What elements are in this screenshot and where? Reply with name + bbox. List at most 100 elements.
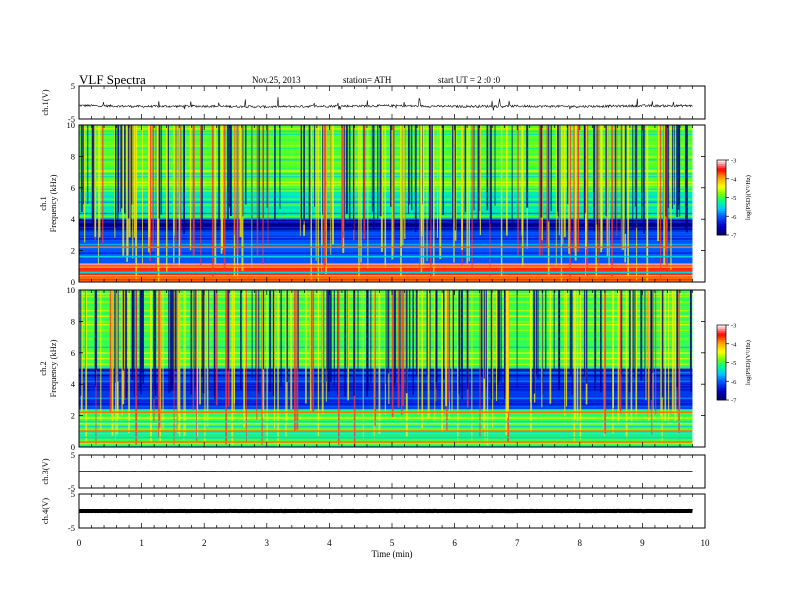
spectrogram-streak [577, 125, 580, 252]
colorbar-swatch [717, 160, 726, 163]
spectrogram-streak [330, 125, 332, 255]
spectrogram-stripe [79, 269, 693, 271]
spectrogram-streak [565, 290, 568, 407]
spectrogram-streak [660, 290, 662, 417]
spectrogram-line [79, 436, 693, 439]
spectrogram-streak [678, 125, 680, 205]
spectrogram-streak [635, 290, 638, 414]
spectrogram-streak [168, 290, 170, 393]
spectrogram-streak [434, 290, 436, 422]
spectrogram-streak [661, 290, 664, 398]
spectrogram-streak [194, 290, 196, 387]
spectrogram-streak [573, 290, 576, 442]
spectrogram-streak [521, 125, 523, 236]
spectrogram-streak [94, 125, 97, 237]
spectrogram-streak [445, 290, 448, 407]
spectrogram-streak [192, 290, 195, 410]
spectrogram-streak [279, 125, 281, 209]
spectrogram-streak [417, 290, 419, 415]
spectrogram-streak [479, 290, 481, 438]
colorbar-swatch [717, 197, 726, 200]
spectrogram-streak [684, 125, 687, 230]
spectrogram-streak [686, 125, 688, 233]
spectrogram-streak [461, 125, 464, 250]
spectrogram-streak [576, 290, 579, 424]
spectrogram-streak [600, 290, 602, 393]
spectrogram-stripe [79, 277, 693, 280]
spectrogram-streak [560, 125, 563, 282]
spectrogram-streak [439, 125, 442, 260]
spectrogram-streak [215, 290, 218, 406]
spectrogram-streak [135, 125, 138, 279]
x-axis-label: Time (min) [372, 549, 413, 559]
spectrogram-streak [671, 290, 674, 414]
spectrogram-streak [323, 125, 326, 275]
spectrogram-streak [256, 290, 258, 420]
spectrogram-streak [619, 290, 622, 414]
spectrogram-streak [452, 290, 454, 370]
spectrogram-streak [558, 125, 560, 236]
spectrogram-streak [429, 125, 432, 281]
colorbar-swatch [717, 366, 726, 369]
colorbar-swatch [717, 390, 726, 393]
spectrogram-streak [567, 125, 569, 205]
spectrogram-streak [167, 125, 169, 229]
spectrogram-streak [228, 125, 230, 208]
spectrogram-streak [221, 125, 224, 250]
spectrogram-streak [457, 290, 459, 444]
colorbar-swatch [717, 375, 726, 378]
spectrogram-streak [435, 290, 437, 389]
spectrogram-streak [87, 125, 89, 205]
spectrogram-stripe [79, 442, 693, 445]
x-tick-label: 10 [701, 538, 711, 548]
colorbar-swatch [717, 353, 726, 356]
colorbar-swatch [717, 345, 726, 348]
panel-ch3-waveform: 5 -5 ch.3(V) [40, 450, 706, 493]
spectrogram-streak [643, 125, 645, 234]
colorbar-swatch [717, 223, 726, 226]
spectrogram-stripe [79, 434, 693, 436]
colorbar-swatch [717, 338, 726, 341]
spectrogram-streak [84, 125, 86, 243]
spectrogram-streak [345, 125, 348, 214]
spectrogram-streak [241, 125, 244, 271]
spectrogram-streak [670, 125, 672, 271]
spectrogram-streak [500, 290, 502, 383]
colorbar-swatch [717, 326, 726, 330]
spectrogram-streak [648, 290, 650, 424]
colorbar-swatch [717, 188, 726, 191]
spectrogram-streak [511, 125, 513, 231]
spectrogram-streak [261, 290, 263, 446]
spectrogram-streak [650, 290, 652, 400]
y-tick-label: -5 [68, 483, 75, 493]
spectrogram-streak [574, 125, 577, 261]
spectrogram-streak [102, 125, 104, 244]
spectrogram-streak [189, 125, 192, 251]
spectrogram-streak [183, 290, 185, 441]
spectrogram-streak [389, 125, 392, 207]
spectrogram-streak [612, 290, 615, 408]
spectrogram-streak [408, 290, 411, 372]
panel-ch4-waveform: 5 -5 ch.4(V) [40, 489, 706, 533]
spectrogram-line [79, 255, 693, 258]
x-tick-label: 6 [452, 538, 457, 548]
spectrogram-streak [486, 290, 489, 446]
spectrogram-streak [305, 290, 307, 404]
spectrogram-streak [117, 125, 119, 225]
spectrogram-streak [587, 125, 589, 282]
y-axis-label: ch.3(V) [40, 458, 50, 484]
spectrogram-streak [568, 125, 570, 254]
spectrogram-streak [690, 290, 692, 393]
colorbar-swatch [717, 167, 726, 170]
spectrogram-streak [158, 290, 160, 439]
colorbar-swatch [717, 370, 726, 373]
colorbar-swatch [717, 176, 726, 180]
colorbar-swatch [717, 377, 726, 380]
spectrogram-streak [157, 125, 159, 271]
spectrogram-streak [401, 290, 403, 415]
spectrogram-streak [314, 125, 316, 207]
colorbar-swatch [717, 334, 726, 337]
y-tick-label: -5 [68, 114, 75, 124]
spectrogram-streak [266, 125, 268, 208]
colorbar-swatch [717, 341, 726, 345]
